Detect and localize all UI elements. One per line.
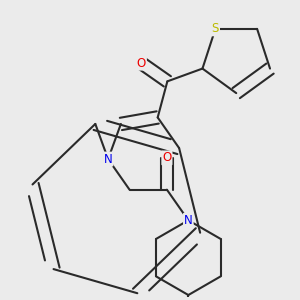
Text: N: N xyxy=(104,153,112,166)
Text: O: O xyxy=(162,152,172,164)
Text: O: O xyxy=(137,57,146,70)
Text: N: N xyxy=(184,214,193,227)
Text: S: S xyxy=(212,22,219,35)
